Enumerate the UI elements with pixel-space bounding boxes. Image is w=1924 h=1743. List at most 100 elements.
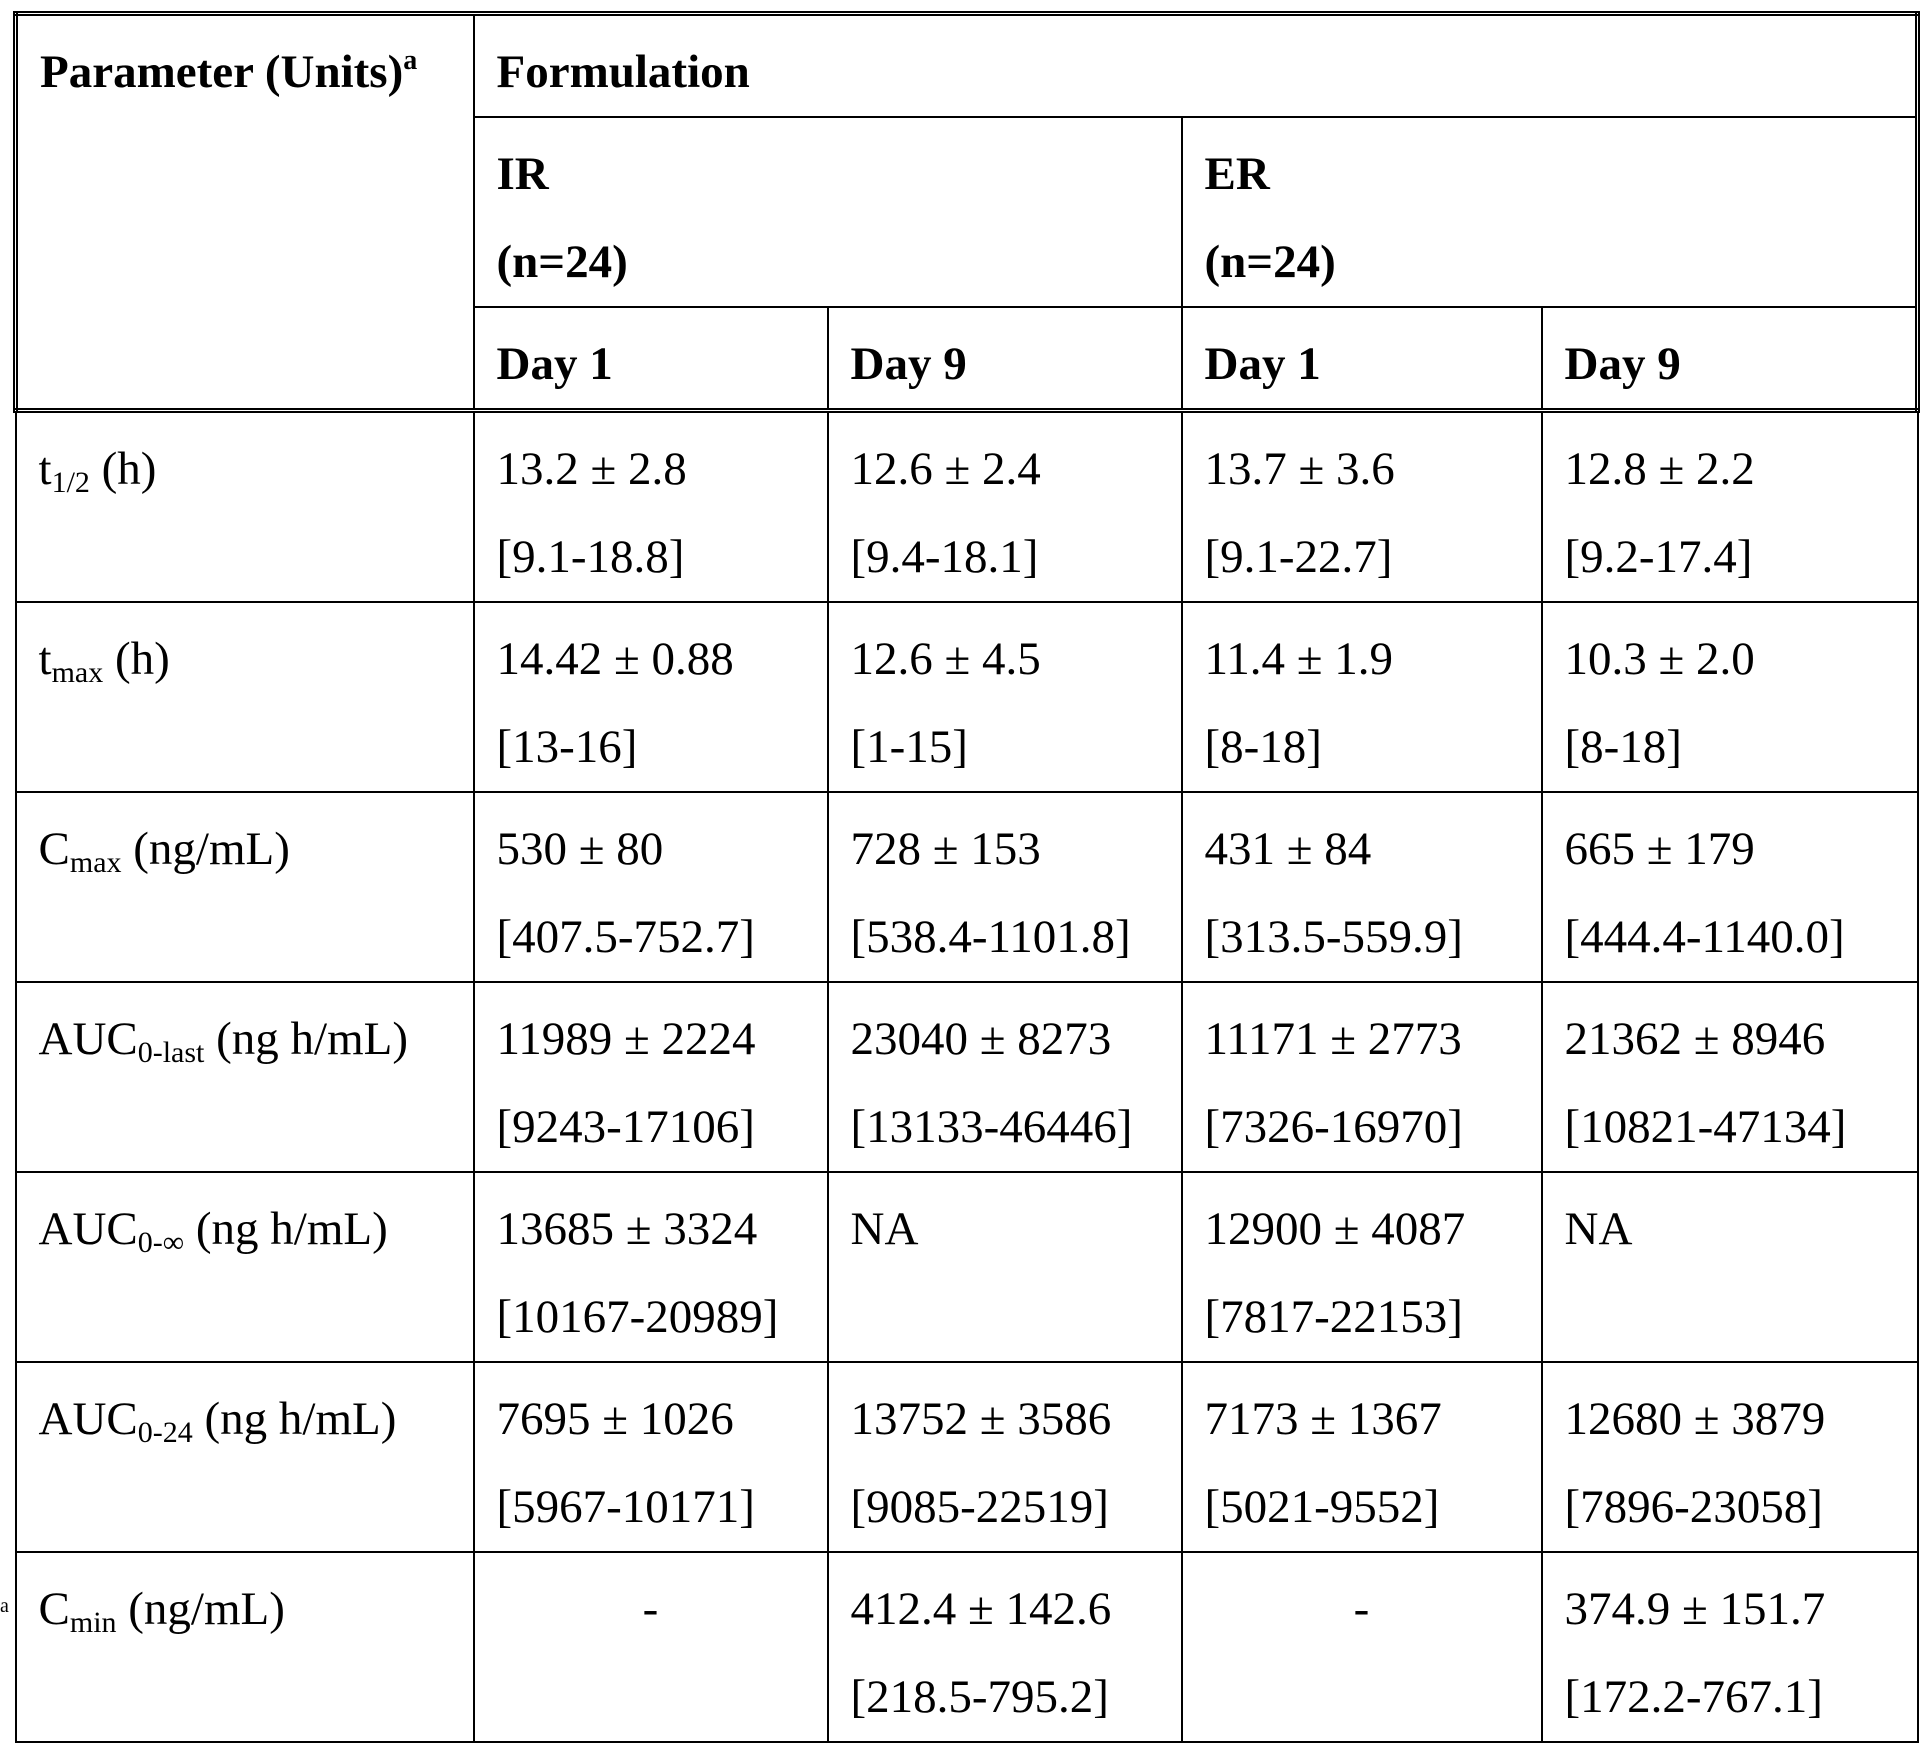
range-value: [7817-22153] <box>1205 1273 1519 1361</box>
value-cell: 12.6 ± 4.5[1-15] <box>828 602 1182 792</box>
mean-sd-value: 412.4 ± 142.6 <box>851 1565 1159 1653</box>
mean-sd-value: 23040 ± 8273 <box>851 995 1159 1083</box>
parameter-subscript: max <box>70 846 122 879</box>
parameter-cell: AUC0-∞ (ng h/mL) <box>16 1172 474 1362</box>
range-value: [5967-10171] <box>497 1463 805 1551</box>
table-row: tmax (h)14.42 ± 0.88[13-16]12.6 ± 4.5[1-… <box>16 602 1918 792</box>
value-cell: 12680 ± 3879[7896-23058] <box>1542 1362 1918 1552</box>
value-cell: NA <box>828 1172 1182 1362</box>
parameter-subscript: 0-last <box>138 1036 205 1069</box>
day-header-er-day1: Day 1 <box>1182 307 1542 411</box>
group-n-er: (n=24) <box>1205 218 1894 306</box>
parameter-symbol: AUC <box>39 1393 138 1445</box>
day-header-ir-day9: Day 9 <box>828 307 1182 411</box>
range-value: [7896-23058] <box>1565 1463 1895 1551</box>
range-value: [172.2-767.1] <box>1565 1653 1895 1741</box>
value-cell: 665 ± 179[444.4-1140.0] <box>1542 792 1918 982</box>
value-cell: 11171 ± 2773[7326-16970] <box>1182 982 1542 1172</box>
value-cell: 7173 ± 1367[5021-9552] <box>1182 1362 1542 1552</box>
range-value: [10167-20989] <box>497 1273 805 1361</box>
value-cell: 11.4 ± 1.9[8-18] <box>1182 602 1542 792</box>
range-value: [313.5-559.9] <box>1205 893 1519 981</box>
value-cell: 530 ± 80[407.5-752.7] <box>474 792 828 982</box>
parameter-cell: AUC0-last (ng h/mL) <box>16 982 474 1172</box>
parameter-subscript: max <box>52 656 104 689</box>
parameter-cell: t1/2 (h) <box>16 411 474 603</box>
mean-sd-value: 13685 ± 3324 <box>497 1185 805 1273</box>
mean-sd-value: 11989 ± 2224 <box>497 995 805 1083</box>
value-cell: - <box>474 1552 828 1742</box>
range-value: [538.4-1101.8] <box>851 893 1159 981</box>
parameter-subscript: 1/2 <box>52 466 90 499</box>
mean-sd-value: 7173 ± 1367 <box>1205 1375 1519 1463</box>
value-cell: 12.8 ± 2.2[9.2-17.4] <box>1542 411 1918 603</box>
table-row: AUC0-24 (ng h/mL)7695 ± 1026[5967-10171]… <box>16 1362 1918 1552</box>
parameter-units-label: Parameter (Units) <box>40 46 403 98</box>
footnote-marker: a <box>0 1596 9 1616</box>
mean-sd-value: NA <box>851 1185 1159 1273</box>
table-row: AUC0-∞ (ng h/mL) 13685 ± 3324[10167-20989… <box>16 1172 1918 1362</box>
parameter-cell: Cmax (ng/mL) <box>16 792 474 982</box>
range-value: [13-16] <box>497 703 805 791</box>
mean-sd-value: 665 ± 179 <box>1565 805 1895 893</box>
group-name-ir: IR <box>497 130 1159 218</box>
parameter-subscript: 0-∞ <box>138 1226 184 1259</box>
mean-sd-value: 12.6 ± 2.4 <box>851 425 1159 513</box>
pk-parameters-table: Parameter (Units)a Formulation IR (n=24)… <box>13 11 1920 1743</box>
mean-sd-value: 13.7 ± 3.6 <box>1205 425 1519 513</box>
range-value: [218.5-795.2] <box>851 1653 1159 1741</box>
parameter-units: (h) <box>103 633 170 685</box>
table-row: AUC0-last (ng h/mL)11989 ± 2224[9243-171… <box>16 982 1918 1172</box>
value-cell: 10.3 ± 2.0[8-18] <box>1542 602 1918 792</box>
value-cell: 728 ± 153[538.4-1101.8] <box>828 792 1182 982</box>
parameter-cell: Cmin (ng/mL) <box>16 1552 474 1742</box>
mean-sd-value: 13752 ± 3586 <box>851 1375 1159 1463</box>
range-value: [9085-22519] <box>851 1463 1159 1551</box>
parameter-units: (h) <box>90 443 157 495</box>
range-value: [9.1-22.7] <box>1205 513 1519 601</box>
table-row: t1/2 (h)13.2 ± 2.8[9.1-18.8]12.6 ± 2.4[9… <box>16 411 1918 603</box>
day-header-ir-day1: Day 1 <box>474 307 828 411</box>
parameter-symbol: AUC <box>39 1203 138 1255</box>
value-cell: 412.4 ± 142.6[218.5-795.2] <box>828 1552 1182 1742</box>
mean-sd-value: 728 ± 153 <box>851 805 1159 893</box>
range-value: [9243-17106] <box>497 1083 805 1171</box>
parameter-symbol: t <box>39 443 52 495</box>
mean-sd-value: 12.6 ± 4.5 <box>851 615 1159 703</box>
range-value: [10821-47134] <box>1565 1083 1895 1171</box>
mean-sd-value: 12.8 ± 2.2 <box>1565 425 1895 513</box>
parameter-symbol: C <box>39 1583 70 1635</box>
mean-sd-value: 21362 ± 8946 <box>1565 995 1895 1083</box>
table-row: Cmin (ng/mL)-412.4 ± 142.6[218.5-795.2]-… <box>16 1552 1918 1742</box>
mean-sd-value: 12900 ± 4087 <box>1205 1185 1519 1273</box>
mean-sd-value: - <box>497 1565 805 1653</box>
range-value: [5021-9552] <box>1205 1463 1519 1551</box>
range-value: [13133-46446] <box>851 1083 1159 1171</box>
group-n-ir: (n=24) <box>497 218 1159 306</box>
range-value: [8-18] <box>1205 703 1519 791</box>
day-header-er-day9: Day 9 <box>1542 307 1918 411</box>
value-cell: 13752 ± 3586[9085-22519] <box>828 1362 1182 1552</box>
header-row-formulation: Parameter (Units)a Formulation <box>16 14 1918 118</box>
range-value: [9.1-18.8] <box>497 513 805 601</box>
value-cell: 13.7 ± 3.6[9.1-22.7] <box>1182 411 1542 603</box>
group-header-er: ER (n=24) <box>1182 117 1918 307</box>
value-cell: 431 ± 84[313.5-559.9] <box>1182 792 1542 982</box>
group-header-ir: IR (n=24) <box>474 117 1182 307</box>
parameter-units-header: Parameter (Units)a <box>16 14 474 411</box>
mean-sd-value: 7695 ± 1026 <box>497 1375 805 1463</box>
value-cell: 11989 ± 2224[9243-17106] <box>474 982 828 1172</box>
group-name-er: ER <box>1205 130 1894 218</box>
mean-sd-value: 12680 ± 3879 <box>1565 1375 1895 1463</box>
formulation-header: Formulation <box>474 14 1918 118</box>
value-cell: NA <box>1542 1172 1918 1362</box>
parameter-symbol: t <box>39 633 52 685</box>
parameter-subscript: min <box>70 1606 117 1639</box>
range-value: [407.5-752.7] <box>497 893 805 981</box>
range-value: [444.4-1140.0] <box>1565 893 1895 981</box>
value-cell: 12.6 ± 2.4[9.4-18.1] <box>828 411 1182 603</box>
mean-sd-value: 10.3 ± 2.0 <box>1565 615 1895 703</box>
mean-sd-value: 11171 ± 2773 <box>1205 995 1519 1083</box>
footnote-superscript: a <box>403 45 417 76</box>
mean-sd-value: 13.2 ± 2.8 <box>497 425 805 513</box>
